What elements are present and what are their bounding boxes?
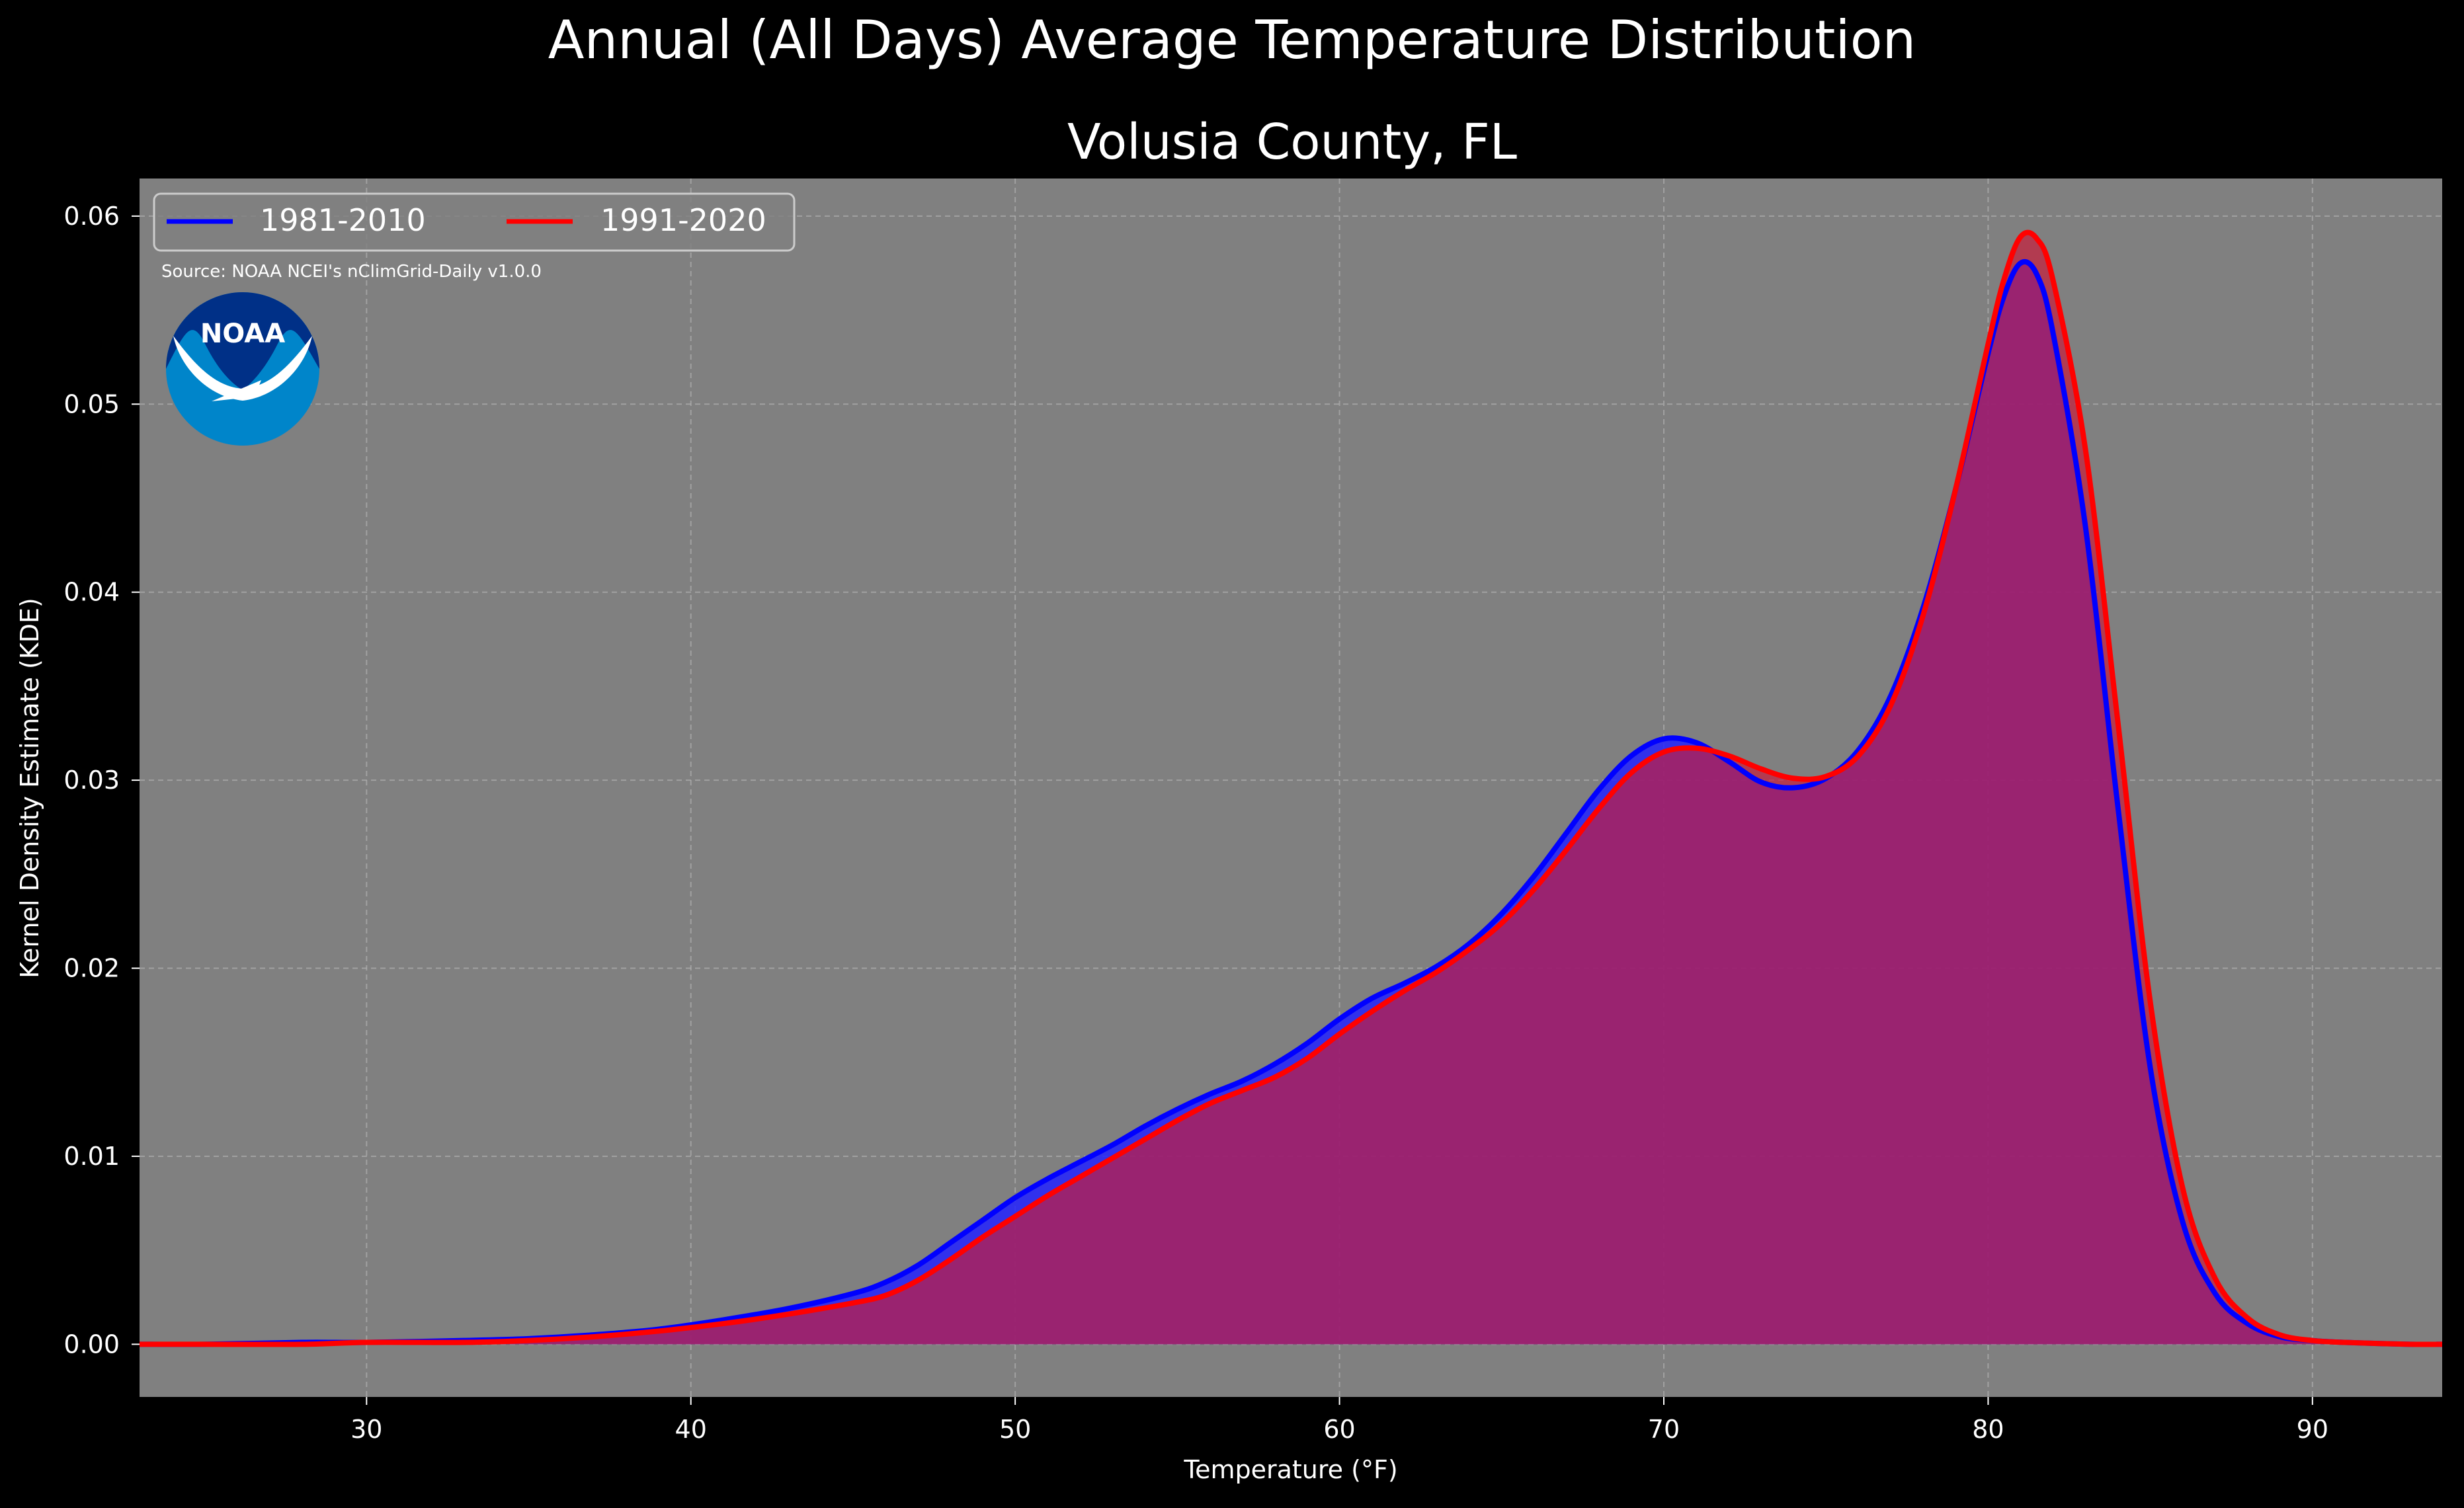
y-tick-label: 0.01 <box>63 1142 120 1171</box>
x-tick-label: 50 <box>999 1415 1031 1444</box>
chart-title: Volusia County, FL <box>1067 114 1517 171</box>
series-lines <box>139 229 2443 1347</box>
chart-suptitle: Annual (All Days) Average Temperature Di… <box>548 9 1916 71</box>
x-tick-label: 70 <box>1648 1415 1680 1444</box>
x-axis-label: Temperature (°F) <box>1183 1455 1397 1484</box>
y-axis-label: Kernel Density Estimate (KDE) <box>15 598 44 978</box>
area-fill-1991-2020 <box>140 232 2442 1345</box>
y-axis-ticks: 0.00 0.01 0.02 0.03 0.04 0.05 0.06 <box>63 202 140 1359</box>
series-fills <box>140 232 2442 1345</box>
x-tick-label: 60 <box>1323 1415 1355 1444</box>
x-tick-label: 90 <box>2297 1415 2328 1444</box>
y-tick-label: 0.03 <box>63 766 120 795</box>
series-line-1991-2020 <box>140 229 2443 1347</box>
x-tick-label: 80 <box>1972 1415 2004 1444</box>
y-tick-label: 0.02 <box>63 954 120 983</box>
y-tick-label: 0.04 <box>63 578 120 607</box>
x-axis-ticks: 30 40 50 60 70 80 90 <box>350 1397 2328 1444</box>
y-tick-label: 0.05 <box>63 389 120 418</box>
noaa-logo-text: NOAA <box>200 319 285 349</box>
legend-label-1991-2020: 1991-2020 <box>600 202 766 238</box>
source-note: Source: NOAA NCEI's nClimGrid-Daily v1.0… <box>161 262 542 282</box>
y-tick-label: 0.00 <box>63 1329 120 1359</box>
legend-label-1981-2010: 1981-2010 <box>260 202 426 238</box>
noaa-logo: NOAA <box>166 292 319 446</box>
legend: 1981-2010 1991-2020 <box>153 192 796 252</box>
legend-box <box>153 192 796 252</box>
x-tick-label: 30 <box>350 1415 382 1444</box>
series-line-1981-2010 <box>139 259 2443 1347</box>
x-tick-label: 40 <box>675 1415 707 1444</box>
y-tick-label: 0.06 <box>63 202 120 231</box>
